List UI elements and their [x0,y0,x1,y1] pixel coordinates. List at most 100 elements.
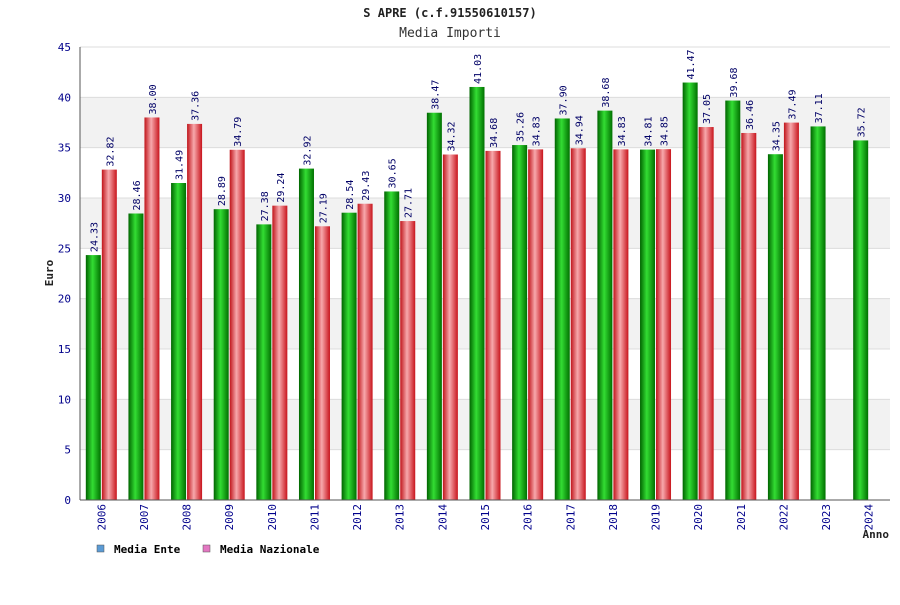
bar-media-ente-2014 [426,112,442,500]
bar-media-ente-2006 [85,255,101,500]
x-tick-label: 2023 [820,504,833,531]
bar-media-ente-2013 [384,191,400,500]
legend-label-media-nazionale: Media Nazionale [220,543,320,556]
x-tick-label: 2010 [266,504,279,531]
value-label: 37.05 [702,94,713,124]
bar-media-nazionale-2006 [101,169,117,500]
value-label: 38.00 [148,84,159,114]
value-label: 27.71 [404,188,415,218]
legend-swatch-media-ente [96,544,105,553]
value-label: 24.33 [89,222,100,252]
x-tick-label: 2024 [863,504,876,531]
value-label: 41.03 [473,54,484,84]
value-label: 34.79 [233,117,244,147]
bar-media-nazionale-2007 [144,117,160,500]
value-label: 28.46 [132,180,143,210]
y-axis-label: Euro [43,259,56,286]
value-label: 34.94 [574,115,585,145]
bar-media-ente-2008 [171,183,187,500]
bar-media-nazionale-2008 [187,123,203,500]
value-label: 39.68 [729,67,740,97]
x-tick-label: 2018 [607,504,620,531]
x-axis-ticks: 2006 2007 2008 2009 2010 2011 2012 2013 2014 2015… [95,504,875,531]
bar-media-ente-2020 [682,82,698,500]
x-tick-label: 2006 [95,504,108,531]
value-label: 30.65 [388,158,399,188]
bar-media-ente-2021 [725,100,741,501]
bar-media-ente-2018 [597,110,613,500]
value-label: 27.19 [318,193,329,223]
x-tick-label: 2013 [394,504,407,531]
bar-media-nazionale-2020 [698,127,714,500]
value-label: 32.92 [302,135,313,165]
value-label: 28.89 [217,176,228,206]
bar-media-ente-2007 [128,213,144,500]
bar-media-nazionale-2019 [656,149,672,500]
bar-media-ente-2009 [213,209,229,500]
x-tick-label: 2021 [735,504,748,531]
value-label: 41.47 [686,49,697,79]
y-tick-label: 0 [64,494,71,507]
value-label: 35.72 [857,107,868,137]
x-tick-label: 2016 [522,504,535,531]
value-label: 36.46 [745,100,756,130]
bar-media-ente-2022 [767,154,783,500]
x-tick-label: 2022 [777,504,790,531]
chart-title: S APRE (c.f.91550610157) [363,6,536,20]
legend-label-media-ente: Media Ente [114,543,181,556]
value-label: 37.11 [814,93,825,123]
bar-media-ente-2023 [810,126,826,501]
value-label: 35.26 [516,112,527,142]
value-label: 31.49 [175,150,186,180]
bar-media-nazionale-2016 [528,149,544,501]
value-label: 34.83 [532,116,543,146]
value-label: 34.83 [617,116,628,146]
value-label: 38.47 [430,80,441,110]
y-tick-label: 35 [58,142,71,155]
bar-media-ente-2019 [640,149,656,500]
bar-media-ente-2017 [554,118,570,501]
y-tick-label: 25 [58,242,71,255]
value-label: 34.32 [446,121,457,151]
value-label: 34.68 [489,118,500,148]
bar-media-nazionale-2018 [613,149,629,501]
bar-media-nazionale-2009 [229,149,245,500]
bar-media-nazionale-2022 [783,122,799,500]
bar-media-nazionale-2021 [741,132,757,500]
x-axis-label: Anno [863,528,890,541]
bar-media-ente-2015 [469,86,485,501]
x-tick-label: 2007 [138,504,151,531]
value-label: 32.82 [105,137,116,167]
x-tick-label: 2008 [181,504,194,531]
x-tick-label: 2017 [564,504,577,531]
x-tick-label: 2019 [650,504,663,531]
value-label: 37.36 [191,91,202,121]
bar-media-ente-2012 [341,212,357,500]
bar-media-nazionale-2014 [442,154,458,500]
value-label: 37.49 [787,89,798,119]
value-label: 29.43 [361,171,372,201]
value-label: 38.68 [601,78,612,108]
legend-swatch-media-nazionale [202,544,211,553]
y-tick-label: 45 [58,41,71,54]
y-tick-label: 10 [58,393,71,406]
bar-media-ente-2010 [256,224,272,500]
bar-media-ente-2016 [512,145,528,501]
value-label: 29.24 [276,173,287,203]
bar-media-nazionale-2011 [314,226,330,500]
x-tick-label: 2009 [223,504,236,531]
value-label: 34.85 [660,116,671,146]
y-tick-label: 20 [58,293,71,306]
y-tick-label: 40 [58,91,71,104]
chart-subtitle: Media Importi [399,26,501,41]
bar-media-nazionale-2012 [357,203,373,500]
bar-media-nazionale-2010 [272,205,288,500]
bar-media-nazionale-2017 [570,148,586,500]
bar-media-nazionale-2013 [400,221,416,500]
x-tick-label: 2011 [308,504,321,531]
value-label: 34.81 [644,116,655,146]
y-tick-label: 30 [58,192,71,205]
x-tick-label: 2014 [436,504,449,531]
